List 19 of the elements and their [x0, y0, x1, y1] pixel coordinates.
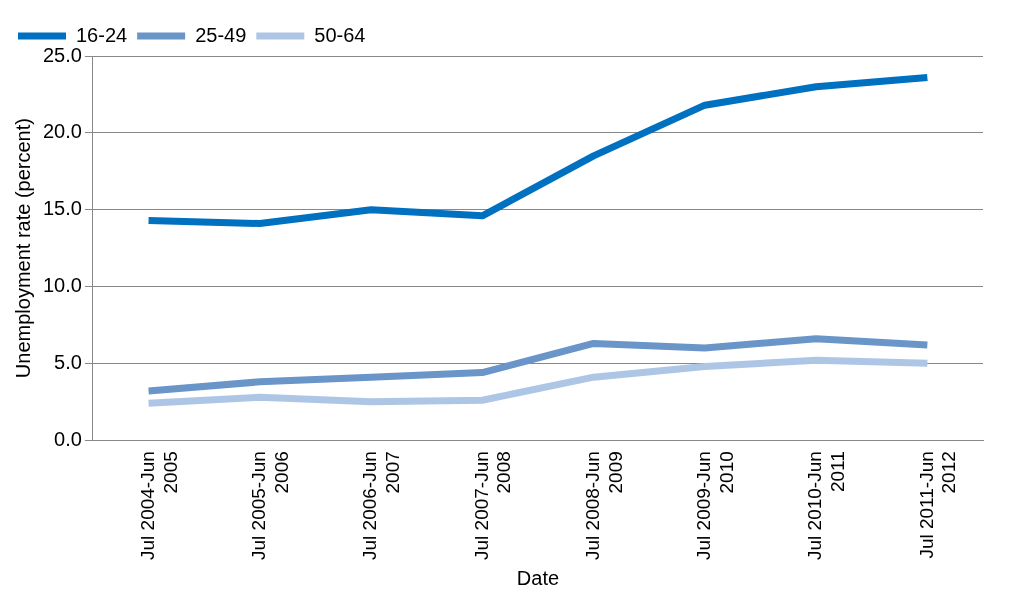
y-tick-label: 0.0 — [54, 427, 82, 450]
x-tick-label: Jul 2009-Jun 2010 — [693, 451, 737, 560]
x-tick-label: Jul 2010-Jun 2011 — [804, 451, 849, 560]
legend-label: 25-49 — [195, 23, 247, 46]
y-tick-label: 5.0 — [54, 350, 82, 373]
y-tick-label: 20.0 — [42, 120, 82, 143]
x-tick-label: Jul 2011-Jun 2012 — [915, 451, 960, 559]
y-tick-label: 25.0 — [42, 43, 82, 66]
x-tick-label: Jul 2008-Jun 2009 — [581, 451, 626, 560]
x-tick-label: Jul 2005-Jun 2006 — [248, 451, 292, 560]
x-tick-label: Jul 2006-Jun 2007 — [359, 451, 404, 560]
legend-label: 16-24 — [76, 23, 128, 46]
x-tick-label: Jul 2007-Jun 2008 — [470, 451, 515, 560]
y-axis-title: Unemployment rate (percent) — [11, 118, 34, 379]
y-tick-label: 10.0 — [42, 274, 82, 297]
x-tick-label: Jul 2004-Jun 2005 — [136, 451, 181, 560]
y-tick-label: 15.0 — [42, 197, 82, 220]
legend-label: 50-64 — [314, 23, 366, 46]
x-axis-title: Date — [516, 566, 560, 589]
